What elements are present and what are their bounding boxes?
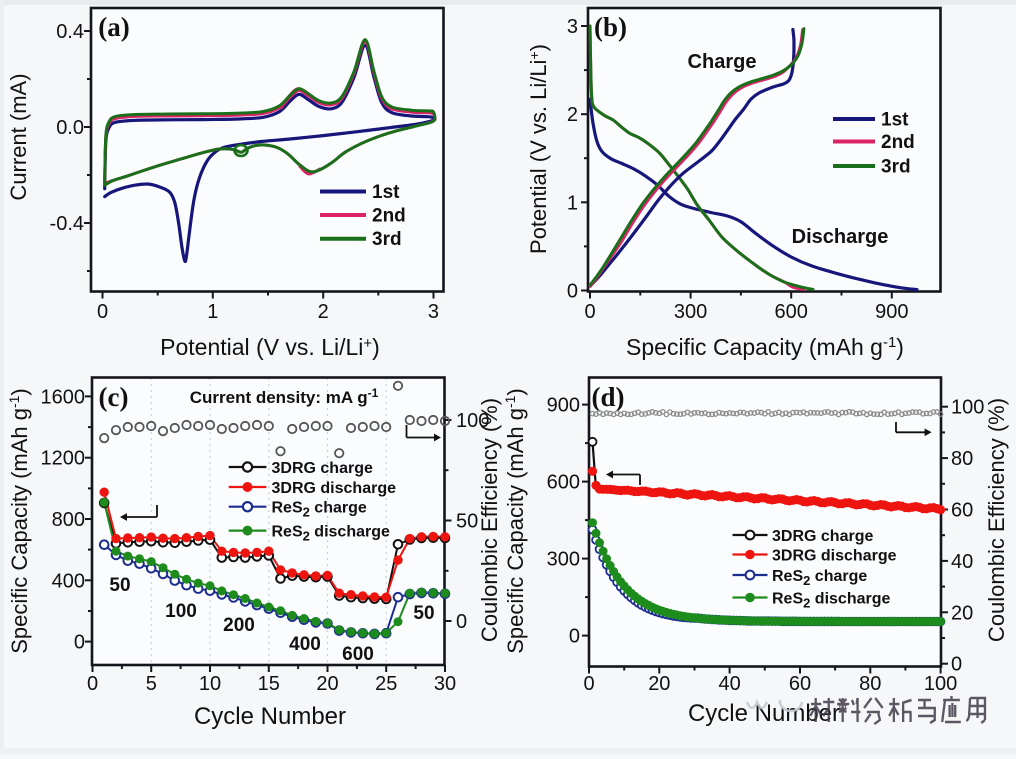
svg-text:ReS2 discharge: ReS2 discharge <box>772 591 890 611</box>
svg-text:20: 20 <box>648 673 670 695</box>
svg-text:1: 1 <box>207 301 218 323</box>
svg-text:0: 0 <box>584 301 595 323</box>
svg-text:0: 0 <box>569 626 580 648</box>
svg-text:3DRG charge: 3DRG charge <box>272 460 373 477</box>
svg-text:300: 300 <box>674 301 707 323</box>
svg-text:3: 3 <box>567 16 578 38</box>
svg-text:Potential (V vs. Li/Li+): Potential (V vs. Li/Li+) <box>526 44 551 254</box>
svg-text:2nd: 2nd <box>372 206 406 227</box>
svg-text:1: 1 <box>567 192 578 214</box>
svg-text:3DRG discharge: 3DRG discharge <box>772 548 897 565</box>
svg-text:10: 10 <box>199 673 221 695</box>
svg-text:Discharge: Discharge <box>792 226 889 248</box>
svg-text:(d): (d) <box>592 382 625 412</box>
svg-text:-0.4: -0.4 <box>50 213 84 235</box>
svg-text:0: 0 <box>583 673 594 695</box>
svg-text:60: 60 <box>789 673 811 695</box>
svg-text:1st: 1st <box>881 110 909 131</box>
svg-text:80: 80 <box>951 448 973 470</box>
svg-text:0: 0 <box>567 281 578 303</box>
svg-text:0: 0 <box>97 301 108 323</box>
svg-text:Charge: Charge <box>688 51 757 73</box>
svg-text:3DRG charge: 3DRG charge <box>772 528 873 545</box>
svg-text:0: 0 <box>87 673 98 695</box>
svg-text:20: 20 <box>951 602 973 624</box>
svg-text:50: 50 <box>413 603 434 624</box>
svg-text:Specific Capacity (mAh g-1): Specific Capacity (mAh g-1) <box>626 334 904 360</box>
svg-text:400: 400 <box>52 570 85 592</box>
svg-text:ReS2 charge: ReS2 charge <box>772 568 867 588</box>
svg-text:(c): (c) <box>99 382 129 412</box>
svg-text:0: 0 <box>74 632 85 654</box>
svg-text:ReS2 charge: ReS2 charge <box>272 500 367 520</box>
svg-text:40: 40 <box>951 551 973 573</box>
svg-text:600: 600 <box>342 644 374 665</box>
svg-text:900: 900 <box>547 395 580 417</box>
svg-text:2: 2 <box>567 104 578 126</box>
svg-text:15: 15 <box>258 673 280 695</box>
svg-text:100: 100 <box>924 673 957 695</box>
svg-text:300: 300 <box>547 549 580 571</box>
svg-text:900: 900 <box>875 301 908 323</box>
svg-text:600: 600 <box>774 301 807 323</box>
svg-text:3: 3 <box>428 301 439 323</box>
svg-text:2nd: 2nd <box>881 132 915 153</box>
svg-text:30: 30 <box>434 673 456 695</box>
svg-text:60: 60 <box>951 500 973 522</box>
svg-text:(b): (b) <box>594 12 627 42</box>
svg-text:25: 25 <box>375 673 397 695</box>
svg-text:3DRG discharge: 3DRG discharge <box>272 480 397 497</box>
svg-text:Specific Capacity (mAh g-1): Specific Capacity (mAh g-1) <box>6 388 32 654</box>
svg-text:1st: 1st <box>372 182 400 203</box>
svg-text:Coulombic Efficiency (%): Coulombic Efficiency (%) <box>477 398 502 642</box>
svg-text:400: 400 <box>289 634 321 655</box>
svg-text:800: 800 <box>52 509 85 531</box>
svg-text:200: 200 <box>223 615 255 636</box>
svg-text:100: 100 <box>951 397 984 419</box>
svg-text:600: 600 <box>547 472 580 494</box>
svg-text:80: 80 <box>859 673 881 695</box>
svg-text:3rd: 3rd <box>881 157 911 178</box>
svg-text:Cycle Number: Cycle Number <box>194 703 346 730</box>
svg-text:1600: 1600 <box>41 386 86 408</box>
svg-text:100: 100 <box>456 410 489 432</box>
svg-text:50: 50 <box>109 575 130 596</box>
svg-text:0.0: 0.0 <box>56 117 84 139</box>
svg-text:(a): (a) <box>98 12 129 42</box>
svg-text:Specific Capacity (mAh g-1): Specific Capacity (mAh g-1) <box>502 388 528 654</box>
svg-text:Current density: mA g-1: Current density: mA g-1 <box>190 386 379 407</box>
svg-text:40: 40 <box>719 673 741 695</box>
svg-text:0: 0 <box>456 611 467 633</box>
svg-text:0: 0 <box>951 654 962 676</box>
svg-text:Coulombic Efficiency (%): Coulombic Efficiency (%) <box>984 398 1009 642</box>
svg-text:20: 20 <box>316 673 338 695</box>
svg-text:50: 50 <box>456 511 478 533</box>
svg-text:1200: 1200 <box>41 448 86 470</box>
svg-text:3rd: 3rd <box>372 229 402 250</box>
svg-text:0.4: 0.4 <box>56 21 84 43</box>
svg-text:Current (mA): Current (mA) <box>6 73 31 200</box>
svg-text:5: 5 <box>146 673 157 695</box>
svg-text:100: 100 <box>165 601 197 622</box>
svg-text:Potential (V vs. Li/Li+): Potential (V vs. Li/Li+) <box>160 334 380 360</box>
svg-text:2: 2 <box>318 301 329 323</box>
svg-text:ReS2 discharge: ReS2 discharge <box>272 524 390 544</box>
